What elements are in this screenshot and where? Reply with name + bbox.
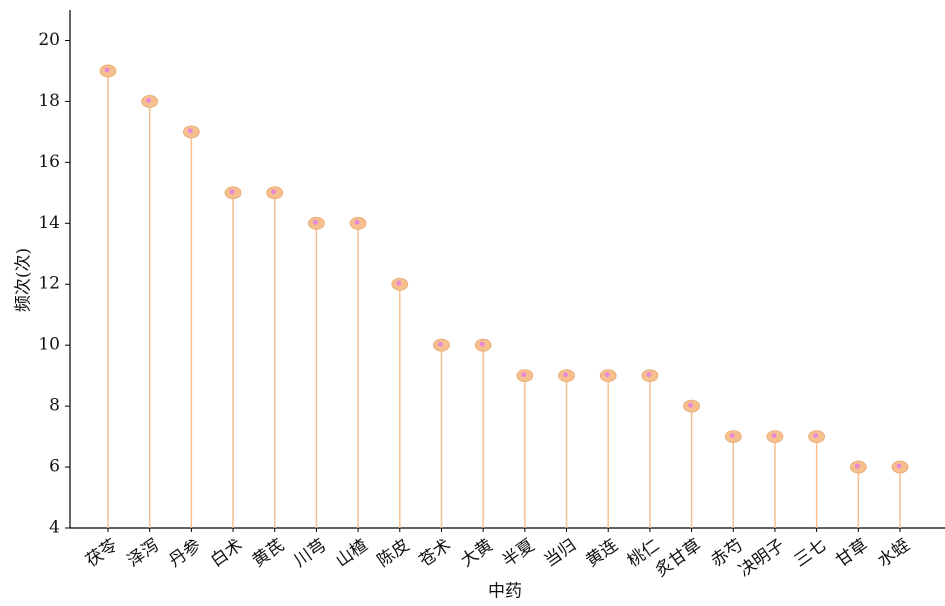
- x-tick-label: 川芎: [291, 535, 330, 571]
- marker-center: [813, 433, 819, 439]
- marker-center: [479, 341, 485, 347]
- marker-center: [104, 67, 110, 73]
- x-tick-label: 泽泻: [124, 535, 163, 571]
- x-tick-label: 黄连: [582, 535, 621, 571]
- marker-center: [688, 402, 694, 408]
- marker-center: [146, 97, 152, 103]
- marker-center: [187, 128, 193, 134]
- y-tick-label: 4: [49, 518, 60, 538]
- x-tick-label: 丹参: [165, 535, 204, 571]
- y-tick-label: 20: [38, 30, 60, 50]
- marker-center: [563, 372, 569, 378]
- x-tick-label: 三七: [791, 535, 830, 571]
- y-axis-label: 频次(次): [14, 248, 34, 312]
- y-tick-label: 8: [49, 396, 60, 416]
- marker-center: [229, 189, 235, 195]
- x-tick-label: 陈皮: [374, 535, 413, 571]
- y-tick-label: 16: [38, 152, 60, 172]
- y-tick-label: 12: [38, 274, 60, 294]
- x-tick-label: 决明子: [735, 535, 788, 581]
- x-tick-label: 水蛭: [874, 535, 913, 571]
- x-axis-label: 中药: [488, 582, 522, 602]
- y-tick-label: 10: [38, 335, 60, 355]
- y-tick-label: 14: [38, 213, 60, 233]
- x-tick-label: 半夏: [499, 535, 538, 571]
- x-tick-label: 山楂: [332, 535, 371, 571]
- marker-center: [604, 372, 610, 378]
- marker-center: [354, 219, 360, 225]
- marker-center: [729, 433, 735, 439]
- x-tick-label: 当归: [541, 535, 580, 571]
- x-tick-label: 黄芪: [249, 535, 288, 571]
- x-tick-label: 茯苓: [82, 535, 121, 571]
- marker-center: [396, 280, 402, 286]
- x-tick-label: 苍术: [416, 535, 455, 571]
- y-tick-label: 18: [38, 91, 60, 111]
- x-tick-label: 炙甘草: [652, 535, 705, 581]
- marker-center: [646, 372, 652, 378]
- marker-center: [854, 463, 860, 469]
- marker-center: [271, 189, 277, 195]
- x-tick-label: 甘草: [832, 535, 871, 571]
- x-tick-label: 白术: [207, 535, 246, 571]
- marker-center: [312, 219, 318, 225]
- marker-center: [521, 372, 527, 378]
- x-tick-label: 大黄: [457, 535, 496, 571]
- marker-center: [896, 463, 902, 469]
- marker-center: [771, 433, 777, 439]
- marker-center: [437, 341, 443, 347]
- y-tick-label: 6: [49, 457, 60, 477]
